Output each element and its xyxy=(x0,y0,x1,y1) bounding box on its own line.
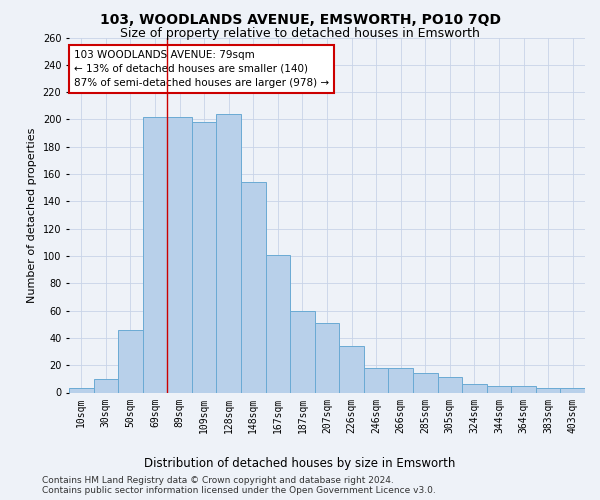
Bar xyxy=(94,379,118,392)
Text: Distribution of detached houses by size in Emsworth: Distribution of detached houses by size … xyxy=(145,458,455,470)
Bar xyxy=(217,114,241,392)
Text: Size of property relative to detached houses in Emsworth: Size of property relative to detached ho… xyxy=(120,28,480,40)
Bar xyxy=(437,378,462,392)
Bar xyxy=(167,116,192,392)
Bar xyxy=(118,330,143,392)
Text: Contains public sector information licensed under the Open Government Licence v3: Contains public sector information licen… xyxy=(42,486,436,495)
Bar xyxy=(241,182,266,392)
Bar xyxy=(487,386,511,392)
Y-axis label: Number of detached properties: Number of detached properties xyxy=(27,128,37,302)
Bar xyxy=(143,116,167,392)
Text: 103, WOODLANDS AVENUE, EMSWORTH, PO10 7QD: 103, WOODLANDS AVENUE, EMSWORTH, PO10 7Q… xyxy=(100,12,500,26)
Bar xyxy=(511,386,536,392)
Bar xyxy=(266,254,290,392)
Bar xyxy=(413,374,437,392)
Bar xyxy=(339,346,364,393)
Bar xyxy=(69,388,94,392)
Bar xyxy=(462,384,487,392)
Text: Contains HM Land Registry data © Crown copyright and database right 2024.: Contains HM Land Registry data © Crown c… xyxy=(42,476,394,485)
Bar xyxy=(315,323,339,392)
Bar xyxy=(192,122,217,392)
Bar xyxy=(364,368,388,392)
Bar xyxy=(290,310,315,392)
Text: 103 WOODLANDS AVENUE: 79sqm
← 13% of detached houses are smaller (140)
87% of se: 103 WOODLANDS AVENUE: 79sqm ← 13% of det… xyxy=(74,50,329,88)
Bar xyxy=(560,388,585,392)
Bar xyxy=(388,368,413,392)
Bar xyxy=(536,388,560,392)
